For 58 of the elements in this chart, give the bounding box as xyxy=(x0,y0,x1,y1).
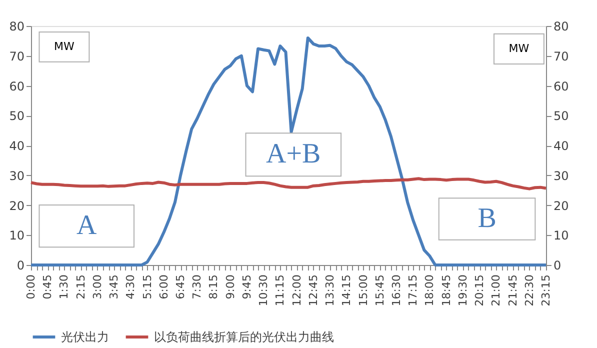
y2-tick-label: 40 xyxy=(554,139,569,153)
y-tick-label: 80 xyxy=(9,20,24,34)
x-tick-label: 16:30 xyxy=(390,274,403,306)
x-tick-label: 4:30 xyxy=(124,274,138,300)
annotation: A+B xyxy=(266,138,321,170)
x-tick-label: 2:15 xyxy=(74,274,88,300)
y-tick-label: 30 xyxy=(9,168,24,183)
x-tick-label: 11:15 xyxy=(274,274,287,306)
x-tick-label: 22:30 xyxy=(522,274,536,306)
x-tick-label: 5:15 xyxy=(140,274,154,300)
y-tick-label: 40 xyxy=(9,139,24,153)
x-tick-label: 7:30 xyxy=(190,274,204,300)
x-tick-label: 0:00 xyxy=(24,274,38,300)
annotation: MW xyxy=(54,40,75,53)
x-tick-label: 3:00 xyxy=(90,274,104,300)
x-tick-label: 12:00 xyxy=(290,274,304,306)
y2-tick-label: 10 xyxy=(554,228,569,243)
y2-tick-label: 50 xyxy=(554,109,569,124)
x-tick-label: 10:30 xyxy=(257,274,270,306)
x-tick-label: 18:45 xyxy=(440,274,453,306)
x-tick-label: 6:00 xyxy=(157,274,170,300)
x-tick-label: 12:45 xyxy=(306,274,320,306)
x-tick-label: 18:00 xyxy=(423,274,436,306)
legend-label: 以负荷曲线折算后的光伏出力曲线 xyxy=(154,330,334,344)
x-tick-label: 3:45 xyxy=(108,274,121,300)
x-tick-label: 15:45 xyxy=(373,274,386,306)
x-tick-label: 14:15 xyxy=(340,274,354,306)
y-tick-label: 70 xyxy=(9,49,24,64)
y-tick-label: 20 xyxy=(9,198,24,213)
x-tick-label: 1:30 xyxy=(58,274,71,300)
x-tick-label: 13:30 xyxy=(324,274,337,306)
y-tick-label: 60 xyxy=(9,79,24,94)
x-tick-label: 15:00 xyxy=(356,274,370,306)
x-tick-label: 21:45 xyxy=(506,274,520,306)
annotation: MW xyxy=(508,42,530,55)
y2-tick-label: 30 xyxy=(554,168,569,183)
annotation: A xyxy=(76,210,98,242)
y2-tick-label: 0 xyxy=(554,258,562,272)
x-tick-label: 0:45 xyxy=(41,274,54,300)
y2-tick-label: 80 xyxy=(554,20,569,34)
x-tick-label: 9:00 xyxy=(224,274,237,300)
x-tick-label: 9:45 xyxy=(240,274,254,300)
x-tick-label: 21:00 xyxy=(490,274,503,306)
x-tick-label: 20:15 xyxy=(473,274,486,306)
y2-tick-label: 20 xyxy=(554,198,569,213)
y2-tick-label: 70 xyxy=(554,49,569,64)
x-tick-label: 23:15 xyxy=(540,274,552,306)
legend-label: 光伏出力 xyxy=(61,330,109,344)
line-series xyxy=(30,177,548,190)
y-tick-label: 10 xyxy=(9,228,24,243)
y2-tick-label: 60 xyxy=(554,79,569,94)
x-tick-label: 19:30 xyxy=(456,274,470,306)
x-tick-label: 17:15 xyxy=(406,274,420,306)
x-tick-label: 6:45 xyxy=(174,274,188,300)
annotation: B xyxy=(478,202,496,234)
y-tick-label: 50 xyxy=(9,109,24,124)
x-tick-label: 8:15 xyxy=(207,274,220,300)
y-tick-label: 0 xyxy=(16,258,24,272)
